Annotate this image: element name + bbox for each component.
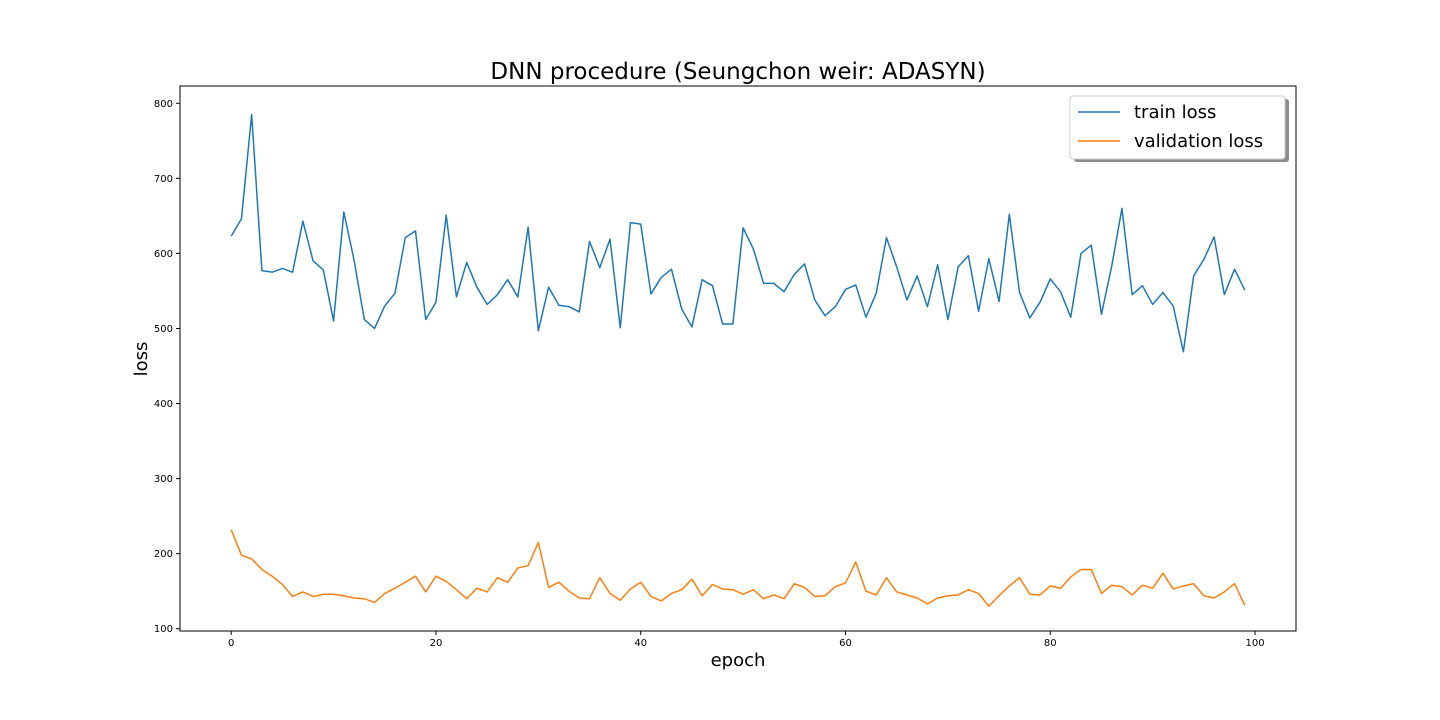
y-tick-label: 100 bbox=[154, 624, 173, 635]
series-line-train-loss bbox=[230, 113, 1246, 353]
legend-box bbox=[1069, 95, 1286, 160]
series-layer bbox=[230, 113, 1246, 607]
legend-label-train-loss: train loss bbox=[1134, 102, 1216, 123]
series-line-validation-loss bbox=[230, 529, 1246, 607]
y-axis: 100 200 300 400 500 600 700 800 bbox=[154, 99, 180, 635]
x-tick-label: 40 bbox=[634, 638, 647, 649]
x-tick-label: 0 bbox=[228, 638, 234, 649]
x-tick-label: 20 bbox=[430, 638, 443, 649]
y-axis-label: loss bbox=[131, 342, 152, 377]
plot-frame bbox=[179, 85, 1297, 632]
plot-background bbox=[180, 86, 1296, 631]
legend-label-validation-loss: validation loss bbox=[1134, 131, 1263, 152]
x-axis: 0 20 40 60 80 100 bbox=[228, 631, 1265, 649]
x-tick-label: 60 bbox=[839, 638, 852, 649]
y-tick-label: 200 bbox=[154, 549, 173, 560]
y-tick-label: 600 bbox=[154, 249, 173, 260]
x-tick-label: 100 bbox=[1245, 638, 1264, 649]
y-tick-label: 300 bbox=[154, 474, 173, 485]
legend: train loss validation loss bbox=[1069, 95, 1289, 162]
chart-title: DNN procedure (Seungchon weir: ADASYN) bbox=[490, 59, 985, 85]
plot-area bbox=[179, 85, 1297, 632]
y-tick-label: 800 bbox=[154, 99, 173, 110]
y-tick-label: 400 bbox=[154, 399, 173, 410]
x-axis-label: epoch bbox=[711, 650, 766, 671]
y-tick-label: 500 bbox=[154, 324, 173, 335]
x-tick-label: 80 bbox=[1044, 638, 1057, 649]
y-tick-label: 700 bbox=[154, 174, 173, 185]
